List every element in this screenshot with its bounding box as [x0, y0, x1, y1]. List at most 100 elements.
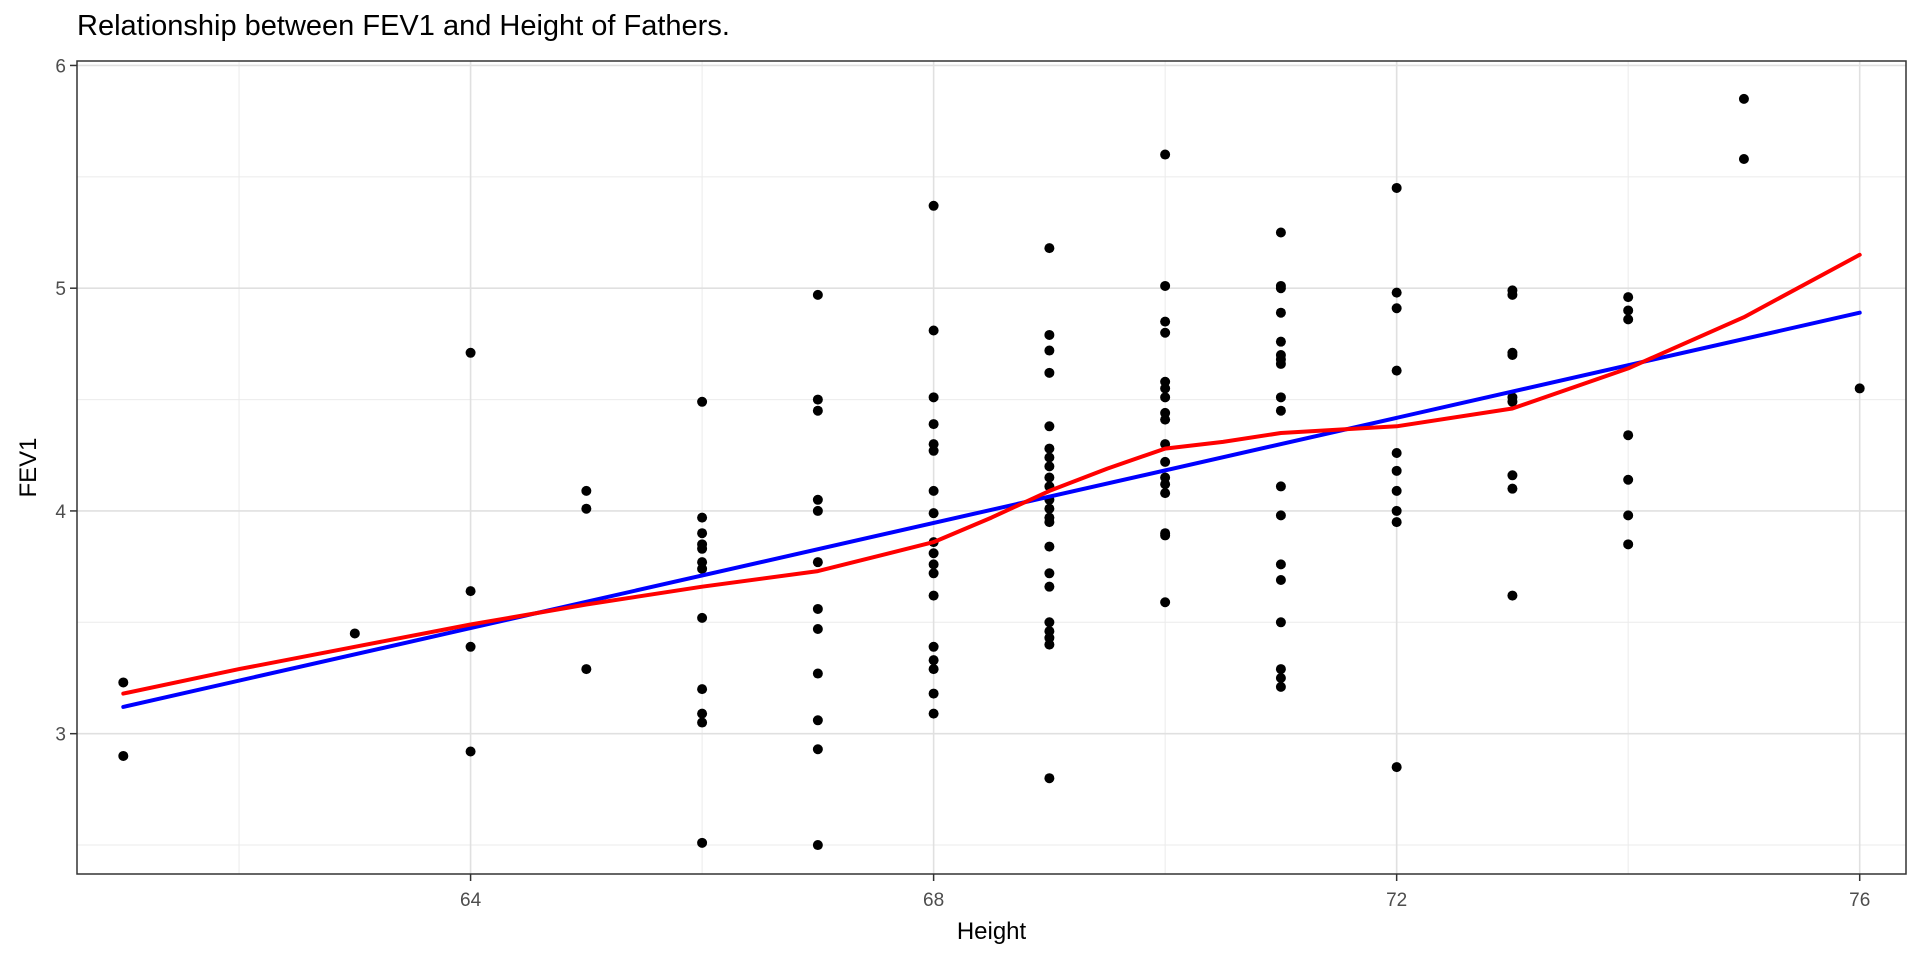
y-axis-title: FEV1	[15, 437, 42, 497]
data-point	[1044, 329, 1055, 340]
y-tick-label: 5	[55, 279, 66, 300]
chart-title: Relationship between FEV1 and Height of …	[77, 10, 730, 42]
x-axis-title: Height	[957, 918, 1027, 945]
data-point	[1275, 672, 1286, 683]
data-point	[1275, 617, 1286, 628]
data-point	[1044, 452, 1055, 463]
data-point	[1160, 149, 1171, 160]
data-point	[1044, 345, 1055, 356]
data-point	[697, 837, 708, 848]
data-point	[697, 512, 708, 523]
data-point	[1623, 430, 1634, 441]
trend-lines	[121, 252, 1862, 709]
data-point	[1160, 316, 1171, 327]
data-point	[465, 641, 476, 652]
data-point	[928, 590, 939, 601]
data-point	[465, 586, 476, 597]
data-point	[928, 708, 939, 719]
linear-fit-line	[121, 310, 1862, 709]
smooth-fit-line	[121, 252, 1862, 696]
x-tick-label: 64	[460, 890, 482, 911]
data-point	[928, 392, 939, 403]
data-point	[1160, 488, 1171, 499]
data-point	[1507, 289, 1518, 300]
data-point	[118, 750, 129, 761]
data-point	[1507, 470, 1518, 481]
data-point	[1738, 93, 1749, 104]
data-point	[812, 394, 823, 405]
data-point	[1160, 414, 1171, 425]
data-point	[812, 557, 823, 568]
data-point	[581, 664, 592, 675]
data-point	[812, 405, 823, 416]
data-point	[812, 744, 823, 755]
data-point	[1044, 461, 1055, 472]
data-point	[1160, 392, 1171, 403]
x-tick-label: 72	[1386, 890, 1407, 911]
data-point	[1160, 280, 1171, 291]
x-tick-label: 76	[1849, 890, 1870, 911]
data-point	[1160, 479, 1171, 490]
data-point	[1160, 327, 1171, 338]
data-point	[1738, 154, 1749, 165]
data-point	[1623, 305, 1634, 316]
data-point	[928, 200, 939, 211]
data-point	[928, 664, 939, 675]
data-point	[1044, 639, 1055, 650]
data-point	[1391, 505, 1402, 516]
data-point	[812, 623, 823, 634]
data-point	[1275, 358, 1286, 369]
data-point	[1275, 405, 1286, 416]
data-point	[1391, 182, 1402, 193]
data-point	[1275, 307, 1286, 318]
data-point	[928, 655, 939, 666]
data-point	[465, 347, 476, 358]
data-point	[1391, 517, 1402, 528]
data-point	[118, 677, 129, 688]
data-point	[697, 612, 708, 623]
x-tick-label: 68	[923, 890, 944, 911]
data-point	[697, 543, 708, 554]
data-point	[812, 668, 823, 679]
data-point	[1275, 510, 1286, 521]
axes: 64 68 72 76 3 4 5 6	[55, 56, 1870, 911]
data-point	[1044, 421, 1055, 432]
data-point	[581, 503, 592, 514]
data-point	[1623, 474, 1634, 485]
data-point	[1275, 664, 1286, 675]
data-point	[812, 715, 823, 726]
data-point	[697, 684, 708, 695]
data-point	[1044, 503, 1055, 514]
data-point	[928, 559, 939, 570]
data-point	[1275, 559, 1286, 570]
data-point	[1623, 539, 1634, 550]
data-point	[1275, 283, 1286, 294]
data-point	[928, 445, 939, 456]
data-point	[1044, 517, 1055, 528]
data-point	[1044, 541, 1055, 552]
y-tick-label: 4	[55, 502, 66, 523]
data-point	[697, 528, 708, 539]
data-point	[928, 641, 939, 652]
data-point	[1623, 292, 1634, 303]
data-point	[1044, 367, 1055, 378]
data-point	[1391, 762, 1402, 773]
data-point	[1507, 396, 1518, 407]
plot-panel	[77, 61, 1906, 874]
data-point	[1160, 597, 1171, 608]
data-point	[697, 717, 708, 728]
data-point	[928, 568, 939, 579]
data-point	[1275, 481, 1286, 492]
data-point	[697, 396, 708, 407]
data-point	[1275, 681, 1286, 692]
data-point	[1044, 773, 1055, 784]
data-point	[812, 289, 823, 300]
data-point	[1275, 336, 1286, 347]
data-point	[1391, 465, 1402, 476]
data-point	[812, 840, 823, 851]
y-tick-label: 3	[55, 725, 66, 746]
data-point	[928, 485, 939, 496]
data-point	[812, 505, 823, 516]
data-point	[1044, 443, 1055, 454]
